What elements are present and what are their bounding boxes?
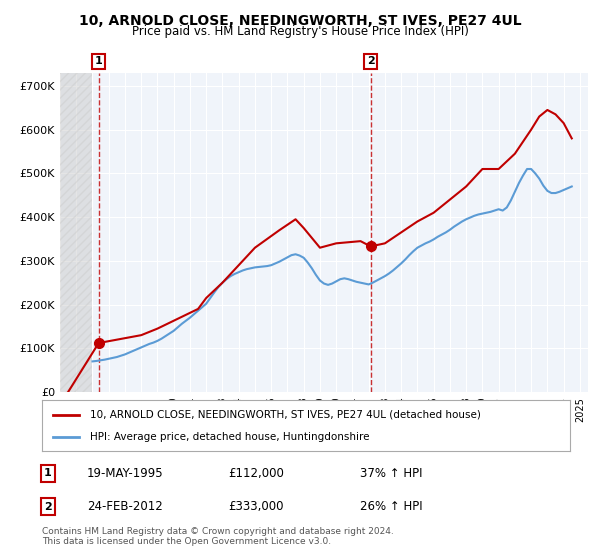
- Text: 37% ↑ HPI: 37% ↑ HPI: [360, 466, 422, 480]
- Text: 2: 2: [367, 57, 374, 67]
- Text: £333,000: £333,000: [228, 500, 284, 514]
- Text: Contains HM Land Registry data © Crown copyright and database right 2024.
This d: Contains HM Land Registry data © Crown c…: [42, 526, 394, 546]
- Text: HPI: Average price, detached house, Huntingdonshire: HPI: Average price, detached house, Hunt…: [89, 432, 369, 442]
- Bar: [60, 73, 92, 392]
- Text: £112,000: £112,000: [228, 466, 284, 480]
- Text: 1: 1: [95, 57, 103, 67]
- Text: Price paid vs. HM Land Registry's House Price Index (HPI): Price paid vs. HM Land Registry's House …: [131, 25, 469, 38]
- Text: 2: 2: [44, 502, 52, 512]
- Text: 24-FEB-2012: 24-FEB-2012: [87, 500, 163, 514]
- Text: 10, ARNOLD CLOSE, NEEDINGWORTH, ST IVES, PE27 4UL: 10, ARNOLD CLOSE, NEEDINGWORTH, ST IVES,…: [79, 14, 521, 28]
- Text: 10, ARNOLD CLOSE, NEEDINGWORTH, ST IVES, PE27 4UL (detached house): 10, ARNOLD CLOSE, NEEDINGWORTH, ST IVES,…: [89, 409, 481, 419]
- Text: 19-MAY-1995: 19-MAY-1995: [87, 466, 164, 480]
- Text: 1: 1: [44, 468, 52, 478]
- Text: 26% ↑ HPI: 26% ↑ HPI: [360, 500, 422, 514]
